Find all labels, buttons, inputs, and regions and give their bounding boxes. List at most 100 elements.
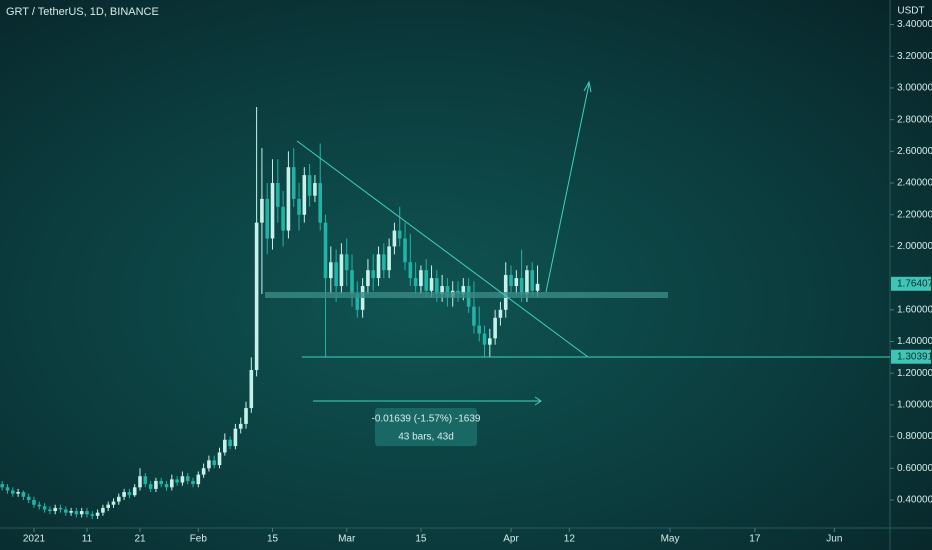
candle-body [440, 286, 444, 294]
candle-body [111, 501, 116, 505]
candle-body [260, 198, 264, 223]
price-label-box [891, 276, 931, 291]
price-label: 1.76407 [897, 278, 932, 289]
y-tick-label: 1.00000 [897, 400, 932, 411]
candle-body [58, 507, 63, 510]
y-tick-label: 1.20000 [897, 368, 932, 379]
candle-body [493, 317, 497, 339]
axis-unit: USDT [897, 6, 924, 17]
candle-body [5, 487, 10, 491]
candle-body [132, 487, 137, 496]
candle-body [376, 254, 381, 279]
candle-body [228, 439, 232, 447]
candle-body [334, 262, 338, 287]
candle-body [233, 428, 238, 447]
candle-body [185, 476, 190, 481]
candle-body [74, 511, 79, 515]
y-tick-label: 2.40000 [897, 178, 932, 189]
x-tick-label: 21 [134, 534, 146, 545]
candle-body [344, 254, 349, 271]
candle-body [498, 309, 503, 318]
candle-body [482, 333, 487, 345]
candle-body [392, 230, 397, 247]
candle-body [64, 509, 68, 513]
candle-body [122, 492, 126, 497]
x-tick-label: May [661, 534, 680, 545]
y-tick-label: 2.80000 [897, 114, 932, 125]
y-tick-label: 3.40000 [897, 19, 932, 30]
y-tick-label: 1.40000 [897, 336, 932, 347]
candle-body [472, 306, 476, 326]
candle-body [323, 222, 328, 279]
candle-body [307, 175, 312, 196]
candle-body [286, 167, 291, 231]
y-tick-label: 2.60000 [897, 146, 932, 157]
y-tick-label: 3.00000 [897, 83, 932, 94]
zone-band [265, 292, 668, 298]
x-tick-label: 17 [749, 534, 761, 545]
candle-body [403, 238, 407, 263]
candle-body [249, 370, 254, 409]
y-tick-label: 2.00000 [897, 241, 932, 252]
candle-body [196, 474, 201, 485]
y-tick-label: 3.20000 [897, 51, 932, 62]
candle-body [297, 198, 301, 215]
candle-body [291, 167, 296, 199]
candle-body [488, 338, 492, 345]
candle-body [514, 278, 519, 287]
y-tick-label: 0.40000 [897, 495, 932, 506]
x-tick-label: 12 [564, 534, 576, 545]
candle-body [244, 408, 248, 424]
arrow-head [583, 80, 592, 93]
candle-body [238, 423, 243, 429]
measure-box [375, 408, 477, 446]
y-tick-label: 1.60000 [897, 304, 932, 315]
candle-body [397, 230, 402, 239]
candle-body [387, 246, 391, 271]
candle-body [223, 439, 227, 453]
candle-body [461, 286, 466, 294]
candle-body [106, 504, 111, 508]
candle-body [281, 206, 285, 231]
measure-change: -0.01639 (-1.57%) -1639 [372, 414, 481, 425]
candle-body [413, 278, 418, 287]
candle-body [313, 183, 317, 196]
candle-body [85, 511, 89, 515]
candle-body [154, 480, 158, 489]
x-tick-label: Mar [338, 534, 356, 545]
candle-body [535, 283, 540, 291]
y-tick-label: 0.80000 [897, 431, 932, 442]
x-tick-label: Apr [503, 534, 519, 545]
symbol-title: GRT / TetherUS, 1D, BINANCE [6, 6, 159, 18]
candle-body [509, 274, 513, 287]
candle-body [0, 484, 4, 488]
candle-body [318, 183, 323, 223]
candles [0, 106, 540, 519]
candle-body [37, 504, 42, 507]
y-tick-label: 0.60000 [897, 463, 932, 474]
x-tick-label: 11 [82, 534, 93, 545]
candle-body [164, 484, 169, 488]
candle-body [339, 254, 344, 287]
x-tick-label: 2021 [23, 534, 46, 545]
candle-body [26, 496, 31, 500]
candle-body [350, 270, 354, 294]
candle-body [366, 270, 370, 287]
candle-body [127, 492, 132, 496]
measure-range: 43 bars, 43d [398, 432, 454, 443]
candle-body [212, 460, 217, 466]
candle-body [329, 262, 333, 279]
candle-body [101, 507, 105, 513]
candle-body [477, 325, 482, 334]
candle-body [355, 293, 360, 310]
candle-body [48, 509, 52, 512]
price-label: 1.30391 [897, 351, 932, 362]
x-tick-label: Feb [190, 534, 208, 545]
x-tick-label: 15 [267, 534, 279, 545]
candle-body [254, 222, 259, 371]
projection-arrow [545, 83, 590, 293]
candle-body [32, 499, 36, 505]
measure-arrow-head [534, 396, 542, 406]
candle-body [419, 270, 423, 287]
